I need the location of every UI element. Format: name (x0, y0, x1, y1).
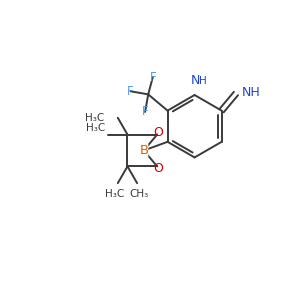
Text: H₃C: H₃C (105, 189, 124, 199)
Text: O: O (154, 126, 164, 139)
Text: F: F (149, 71, 156, 84)
Text: H₃C: H₃C (85, 113, 104, 123)
Text: N: N (190, 74, 200, 87)
Text: H: H (199, 76, 207, 86)
Text: O: O (154, 162, 164, 175)
Text: F: F (127, 85, 134, 98)
Text: CH₃: CH₃ (129, 189, 148, 199)
Text: NH: NH (241, 85, 260, 99)
Text: H₃C: H₃C (86, 123, 105, 133)
Text: B: B (139, 144, 148, 157)
Text: F: F (142, 105, 148, 119)
